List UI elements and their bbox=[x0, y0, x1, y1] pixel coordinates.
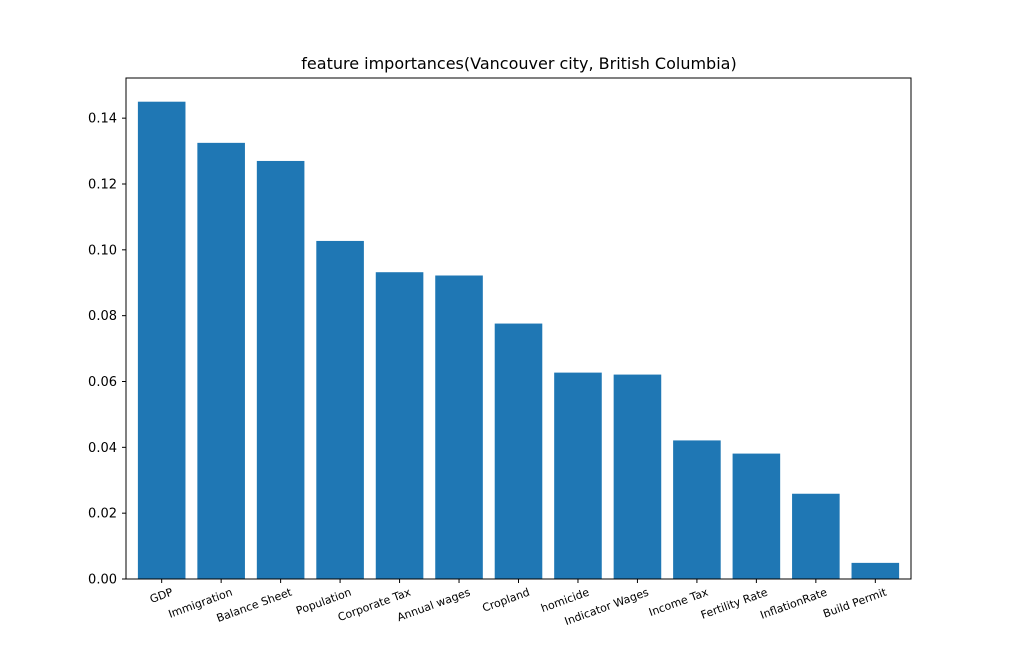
bar-immigration bbox=[197, 142, 245, 579]
bar-annual-wages bbox=[435, 275, 483, 579]
bar-indicator-wages bbox=[613, 374, 662, 579]
y-axis: 0.00 0.02 0.04 0.06 0.08 0.10 0.12 0.14 bbox=[88, 112, 126, 588]
bar-corporate-tax bbox=[375, 272, 424, 579]
y-tick-label: 0.12 bbox=[88, 177, 117, 192]
x-tick-label: Cropland bbox=[481, 586, 532, 615]
bar-homicide bbox=[554, 372, 602, 579]
y-tick-label: 0.06 bbox=[88, 375, 117, 390]
chart-title: feature importances(Vancouver city, Brit… bbox=[301, 54, 736, 73]
bar-gdp bbox=[137, 101, 186, 579]
bar-balance-sheet bbox=[256, 160, 305, 579]
bars bbox=[137, 101, 900, 579]
y-tick-label: 0.04 bbox=[88, 441, 117, 456]
bar-fertility-rate bbox=[732, 453, 781, 579]
x-tick-label: GDP bbox=[148, 585, 175, 605]
bar-cropland bbox=[494, 323, 543, 579]
y-tick-label: 0.10 bbox=[88, 243, 117, 258]
bar-income-tax bbox=[673, 440, 721, 579]
x-tick-label: InflationRate bbox=[758, 586, 829, 622]
bar-population bbox=[316, 240, 364, 579]
bar-inflationrate bbox=[792, 493, 840, 579]
x-tick-label: Fertility Rate bbox=[699, 586, 769, 622]
bar-build-permit bbox=[851, 562, 900, 579]
y-tick-label: 0.00 bbox=[88, 573, 117, 588]
y-tick-label: 0.02 bbox=[88, 507, 117, 522]
y-tick-label: 0.14 bbox=[88, 112, 117, 127]
y-tick-label: 0.08 bbox=[88, 309, 117, 324]
x-tick-label: Build Permit bbox=[821, 585, 889, 620]
